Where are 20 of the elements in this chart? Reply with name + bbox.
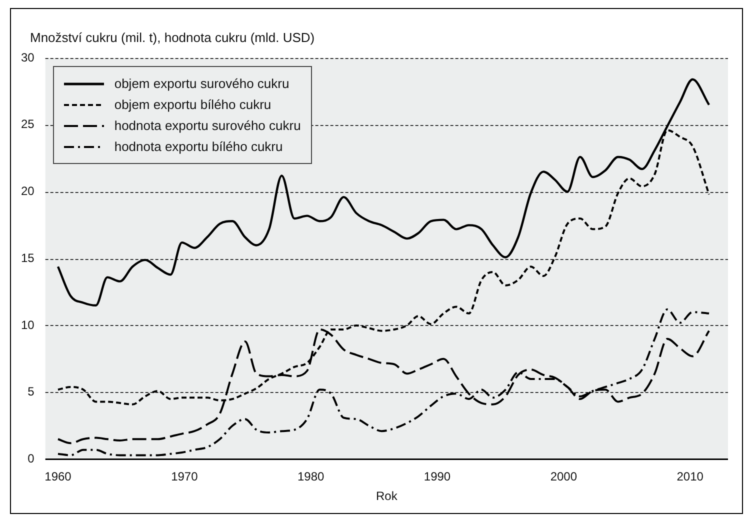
- line-series: [56, 308, 710, 456]
- x-tick-label: 1960: [44, 470, 72, 484]
- y-tick-label: 25: [20, 117, 35, 132]
- x-tick-label: 2000: [550, 470, 578, 484]
- y-tick-label: 10: [20, 318, 35, 332]
- y-axis-title: Množství cukru (mil. t), hodnota cukru (mld. USD): [30, 30, 315, 45]
- y-tick-label: 30: [20, 50, 35, 64]
- legend-label: objem exportu surového cukru: [114, 76, 290, 91]
- legend-label: hodnota exportu surového cukru: [114, 118, 301, 133]
- legend-label: hodnota exportu bílého cukru: [114, 139, 283, 154]
- x-tick-label: 1990: [424, 470, 451, 484]
- x-tick-label: 1970: [171, 470, 198, 484]
- x-tick-label: 2010: [676, 470, 704, 484]
- x-tick-label: 1980: [297, 470, 324, 484]
- y-tick-label: 15: [20, 250, 35, 265]
- legend-label: objem exportu bílého cukru: [114, 97, 272, 112]
- x-axis-title: Rok: [376, 489, 398, 504]
- y-tick-label: 5: [28, 384, 35, 399]
- y-tick-label: 20: [20, 184, 35, 198]
- y-tick-label: 0: [28, 452, 35, 466]
